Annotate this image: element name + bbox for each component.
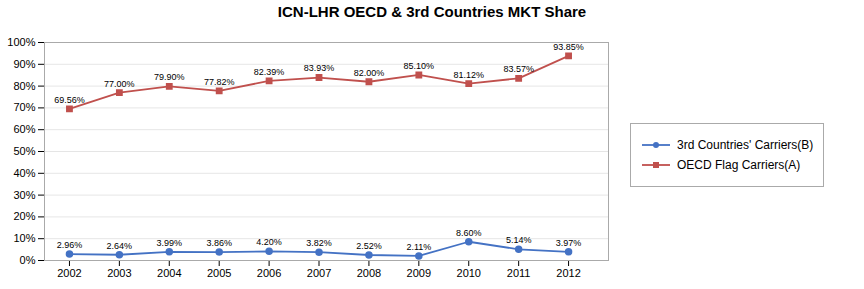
svg-text:93.85%: 93.85% [553, 42, 584, 52]
svg-text:2.52%: 2.52% [356, 241, 382, 251]
svg-text:5.14%: 5.14% [506, 235, 532, 245]
svg-text:40%: 40% [13, 167, 35, 179]
svg-text:83.93%: 83.93% [304, 63, 335, 73]
svg-text:3.82%: 3.82% [306, 238, 332, 248]
svg-text:82.00%: 82.00% [354, 68, 385, 78]
svg-text:83.57%: 83.57% [503, 64, 534, 74]
svg-text:60%: 60% [13, 123, 35, 135]
svg-text:2003: 2003 [107, 267, 131, 279]
svg-text:4.20%: 4.20% [256, 237, 282, 247]
svg-text:3.86%: 3.86% [206, 238, 232, 248]
svg-text:81.12%: 81.12% [453, 70, 484, 80]
svg-text:82.39%: 82.39% [254, 67, 285, 77]
svg-text:10%: 10% [13, 232, 35, 244]
svg-text:100%: 100% [7, 36, 35, 48]
svg-text:2008: 2008 [357, 267, 381, 279]
svg-text:2007: 2007 [307, 267, 331, 279]
svg-text:30%: 30% [13, 189, 35, 201]
svg-text:2012: 2012 [556, 267, 580, 279]
svg-text:77.00%: 77.00% [104, 79, 135, 89]
svg-text:2.64%: 2.64% [107, 241, 133, 251]
html-text:OECD Flag Carriers(A): OECD Flag Carriers(A) [677, 158, 801, 172]
svg-text:3.97%: 3.97% [556, 238, 582, 248]
svg-text:2.96%: 2.96% [57, 240, 83, 250]
svg-text:70%: 70% [13, 101, 35, 113]
svg-text:2.11%: 2.11% [406, 242, 431, 252]
svg-text:2010: 2010 [457, 267, 481, 279]
svg-text:3.99%: 3.99% [157, 238, 183, 248]
svg-text:2009: 2009 [407, 267, 431, 279]
svg-text:2005: 2005 [207, 267, 231, 279]
svg-text:20%: 20% [13, 210, 35, 222]
html-text:3rd Countries' Carriers(B): 3rd Countries' Carriers(B) [677, 138, 814, 152]
svg-text:90%: 90% [13, 58, 35, 70]
svg-text:8.60%: 8.60% [456, 228, 482, 238]
svg-text:50%: 50% [13, 145, 35, 157]
svg-text:2004: 2004 [157, 267, 181, 279]
svg-text:2002: 2002 [57, 267, 81, 279]
svg-text:2006: 2006 [257, 267, 281, 279]
svg-text:69.56%: 69.56% [54, 95, 85, 105]
svg-text:80%: 80% [13, 80, 35, 92]
svg-text:77.82%: 77.82% [204, 77, 235, 87]
svg-text:79.90%: 79.90% [154, 72, 185, 82]
html-text:ICN-LHR OECD & 3rd Countries M: ICN-LHR OECD & 3rd Countries MKT Share [277, 3, 587, 20]
svg-text:85.10%: 85.10% [404, 61, 435, 71]
svg-text:2011: 2011 [507, 267, 531, 279]
svg-text:0%: 0% [20, 254, 36, 266]
